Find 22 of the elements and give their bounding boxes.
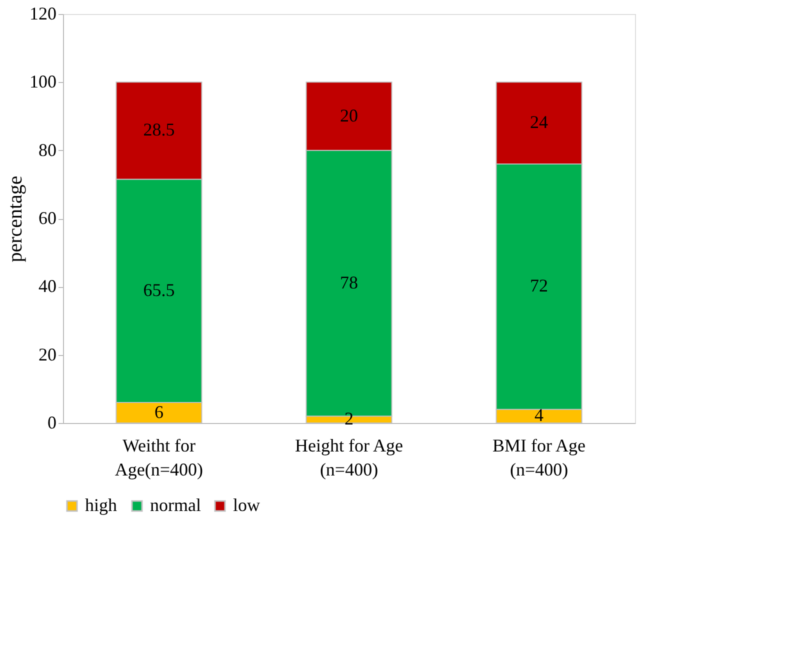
data-label: 28.5: [143, 120, 175, 140]
y-axis-title: percentage: [4, 176, 26, 262]
legend-label: normal: [150, 495, 201, 515]
data-label: 6: [154, 402, 164, 422]
data-label: 24: [530, 112, 548, 132]
y-tick-label: 40: [38, 276, 56, 296]
y-tick-label: 0: [48, 412, 56, 432]
y-tick-label: 100: [30, 72, 56, 92]
data-label: 4: [534, 405, 544, 426]
x-tick-label: BMI for Age (n=400): [492, 436, 586, 480]
y-tick-label: 80: [38, 140, 56, 160]
data-label: 78: [340, 272, 358, 292]
legend-label: low: [233, 495, 260, 515]
x-tick-label: Height for Age (n=400): [295, 436, 403, 480]
data-label: 20: [340, 105, 358, 126]
y-tick-label: 120: [30, 4, 56, 24]
y-tick-label: 60: [38, 208, 56, 228]
x-tick-label: Weitht for Age(n=400): [114, 436, 204, 480]
y-tick-label: 20: [38, 344, 56, 364]
data-label: 72: [530, 276, 548, 296]
data-label: 65.5: [143, 280, 175, 300]
legend-label: high: [85, 495, 118, 515]
